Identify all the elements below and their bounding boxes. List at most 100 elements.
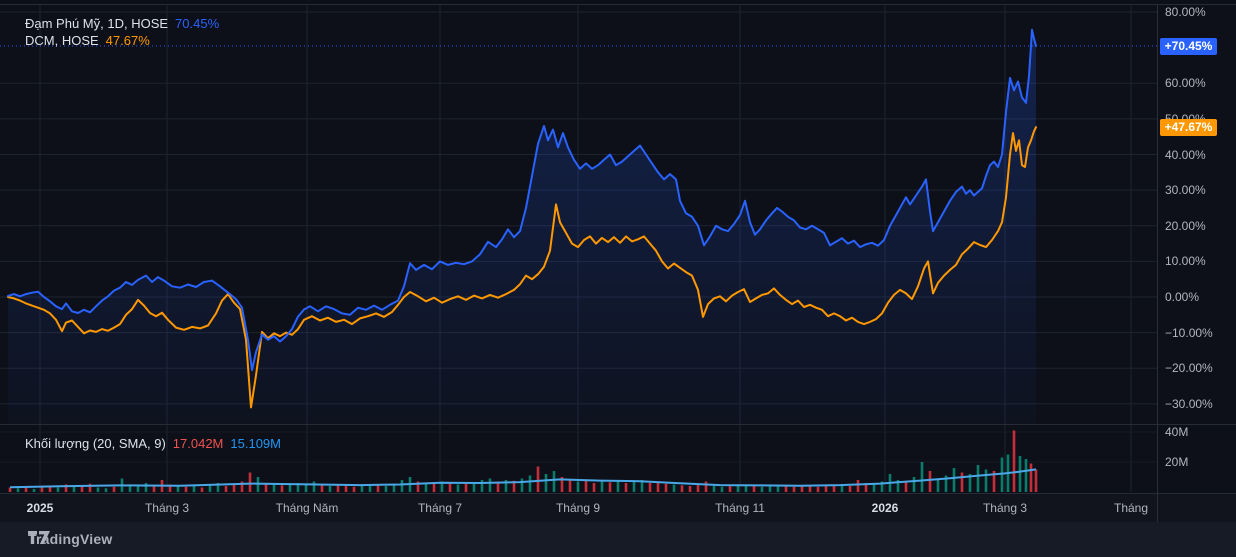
volume-bar bbox=[848, 486, 852, 492]
time-axis-label: Tháng 7 bbox=[417, 501, 463, 515]
volume-bar bbox=[168, 484, 172, 492]
time-axis[interactable]: 2025 Tháng 3 Tháng Năm Tháng 7 Tháng 9 Tháng … bbox=[0, 493, 1236, 523]
price-scale[interactable]: 80.00%60.00%50.00%40.00%30.00%20.00%10.0… bbox=[1157, 4, 1236, 521]
volume-bar bbox=[792, 486, 796, 493]
volume-scale-label: 20M bbox=[1165, 455, 1189, 469]
volume-bar bbox=[512, 480, 516, 493]
volume-bar bbox=[440, 481, 444, 492]
volume-bar bbox=[376, 485, 380, 493]
volume-bar bbox=[248, 472, 252, 492]
volume-bar bbox=[936, 478, 940, 492]
volume-bar bbox=[504, 480, 508, 492]
volume-bar bbox=[1029, 463, 1033, 492]
volume-bar bbox=[40, 486, 44, 493]
volume-sma-line bbox=[9, 468, 1037, 489]
dpm-series-line[interactable] bbox=[7, 28, 1037, 371]
volume-scale-label: 40M bbox=[1165, 425, 1189, 439]
volume-bar bbox=[912, 477, 916, 492]
volume-bar bbox=[56, 487, 60, 492]
volume-bar bbox=[16, 488, 20, 493]
symbol-title: DCM, HOSE bbox=[25, 33, 99, 48]
volume-bar bbox=[464, 483, 468, 493]
price-scale-label: 30.00% bbox=[1165, 183, 1206, 198]
last-value-badge: +70.45% bbox=[1160, 37, 1217, 55]
volume-bar bbox=[736, 485, 740, 493]
volume-bar bbox=[960, 472, 964, 492]
volume-bar bbox=[448, 483, 452, 492]
price-scale-label: 0.00% bbox=[1165, 290, 1200, 304]
volume-bar bbox=[928, 471, 932, 492]
volume-bar bbox=[208, 484, 212, 492]
symbol-title: Đạm Phú Mỹ, 1D, HOSE bbox=[25, 16, 169, 31]
volume-bar bbox=[96, 487, 100, 492]
volume-bar bbox=[432, 483, 436, 493]
price-scale-label: −30.00% bbox=[1165, 396, 1213, 411]
tradingview-wordmark: TradingView bbox=[28, 531, 113, 547]
volume-bar bbox=[720, 486, 724, 493]
volume-bar bbox=[904, 481, 908, 492]
volume-bar bbox=[296, 483, 300, 492]
footer-bar: TradingView bbox=[0, 522, 1236, 557]
volume-bar bbox=[800, 486, 804, 492]
symbol-change-value: 70.45% bbox=[175, 16, 220, 31]
volume-bar bbox=[344, 486, 348, 492]
volume-bar bbox=[640, 480, 644, 492]
tradingview-logo[interactable]: TradingView bbox=[28, 531, 112, 547]
price-scale-label: 80.00% bbox=[1165, 5, 1206, 19]
volume-bar bbox=[1024, 459, 1028, 492]
volume-bar bbox=[144, 483, 148, 492]
volume-bar bbox=[672, 484, 676, 492]
volume-bar bbox=[136, 486, 140, 492]
volume-bar bbox=[584, 480, 588, 492]
volume-bar bbox=[496, 481, 500, 492]
series-layer bbox=[0, 28, 1157, 425]
time-axis-label: Tháng 3 bbox=[144, 501, 190, 515]
legend-symbol-dcm[interactable]: DCM, HOSE 47.67% bbox=[25, 33, 219, 49]
volume-bar bbox=[784, 486, 788, 492]
volume-bar bbox=[768, 486, 772, 492]
volume-bar bbox=[920, 462, 924, 492]
volume-bar bbox=[272, 484, 276, 492]
volume-bar bbox=[88, 483, 92, 493]
legend-symbol-dpm[interactable]: Đạm Phú Mỹ, 1D, HOSE 70.45% bbox=[25, 16, 219, 32]
price-scale-label: 10.00% bbox=[1165, 254, 1206, 269]
chart-canvas[interactable] bbox=[0, 0, 1157, 521]
dcm-series-line[interactable] bbox=[7, 126, 1037, 409]
volume-legend[interactable]: Khối lượng (20, SMA, 9) 17.042M 15.109M bbox=[25, 436, 281, 451]
volume-bar bbox=[360, 484, 364, 492]
volume-bar bbox=[864, 483, 868, 492]
volume-bar bbox=[304, 483, 308, 493]
volume-bar bbox=[536, 466, 540, 492]
volume-bar bbox=[288, 484, 292, 492]
volume-bar bbox=[776, 484, 780, 492]
volume-bar bbox=[8, 487, 12, 492]
volume-bar bbox=[184, 486, 188, 493]
volume-bar bbox=[712, 486, 716, 492]
volume-bar bbox=[280, 485, 284, 493]
volume-bar bbox=[576, 481, 580, 492]
volume-bar bbox=[336, 485, 340, 493]
volume-bar bbox=[752, 486, 756, 492]
volume-bar bbox=[112, 486, 116, 493]
volume-bar bbox=[728, 486, 732, 492]
volume-current-value: 17.042M bbox=[172, 436, 224, 451]
volume-bar bbox=[400, 480, 404, 492]
time-axis-label: Tháng 11 bbox=[715, 501, 765, 515]
time-axis-label: Tháng 3 bbox=[982, 501, 1028, 515]
pane-top-border bbox=[0, 4, 1236, 5]
volume-bar bbox=[384, 486, 388, 492]
volume-bar bbox=[592, 483, 596, 492]
last-value-badge: +47.67% bbox=[1160, 118, 1217, 136]
time-axis-label: 2026 bbox=[871, 501, 899, 515]
volume-bar bbox=[552, 471, 556, 492]
volume-bar bbox=[744, 484, 748, 492]
volume-bar bbox=[64, 484, 68, 492]
price-scale-label: −10.00% bbox=[1165, 325, 1213, 340]
volume-bar bbox=[1012, 430, 1016, 492]
pane-separator[interactable] bbox=[0, 424, 1236, 425]
volume-bar bbox=[832, 484, 836, 492]
volume-bar bbox=[240, 481, 244, 492]
volume-bar bbox=[264, 483, 268, 492]
volume-bar bbox=[1018, 456, 1022, 492]
